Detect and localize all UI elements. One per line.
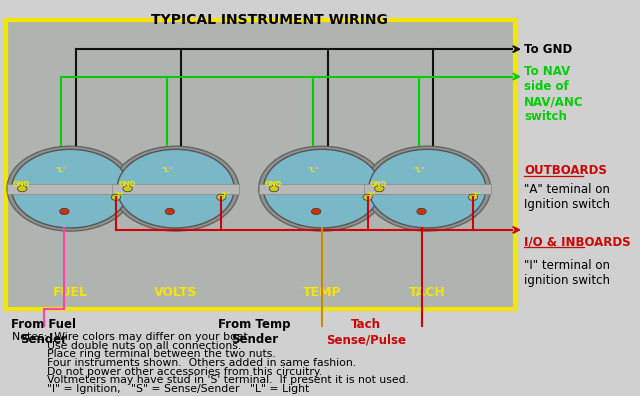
- Text: Do not power other accessories from this circuitry.: Do not power other accessories from this…: [12, 367, 322, 377]
- Text: "I": "I": [366, 192, 376, 198]
- Circle shape: [216, 194, 226, 200]
- Text: "I": "I": [115, 192, 124, 198]
- Text: "I": "I": [220, 192, 230, 198]
- Text: From Fuel
Sender: From Fuel Sender: [12, 318, 76, 346]
- Text: TYPICAL INSTRUMENT WIRING: TYPICAL INSTRUMENT WIRING: [151, 13, 388, 27]
- Text: TACH: TACH: [409, 286, 445, 299]
- Circle shape: [111, 194, 120, 200]
- Circle shape: [269, 185, 278, 192]
- Circle shape: [259, 146, 385, 231]
- Text: Voltmeters may have stud in 'S' terminal.  If present it is not used.: Voltmeters may have stud in 'S' terminal…: [12, 375, 409, 385]
- Circle shape: [60, 208, 69, 215]
- Text: "A" teminal on
Ignition switch: "A" teminal on Ignition switch: [524, 183, 610, 211]
- Circle shape: [264, 149, 381, 228]
- Circle shape: [113, 146, 239, 231]
- Circle shape: [369, 149, 486, 228]
- Circle shape: [17, 185, 27, 192]
- Text: "I": "I": [472, 192, 481, 198]
- Text: I/O & INBOARDS: I/O & INBOARDS: [524, 235, 630, 248]
- Text: "I" = Ignition,   "S" = Sense/Sender   "L" = Light: "I" = Ignition, "S" = Sense/Sender "L" =…: [12, 384, 309, 394]
- Text: "L": "L": [413, 167, 424, 173]
- Circle shape: [364, 146, 491, 231]
- Text: "L": "L": [161, 167, 173, 173]
- Text: OUTBOARDS: OUTBOARDS: [524, 164, 607, 177]
- Bar: [7, 183, 134, 194]
- Text: GND: GND: [13, 181, 30, 187]
- Circle shape: [417, 208, 426, 215]
- Text: GND: GND: [118, 181, 136, 187]
- Text: VOLTS: VOLTS: [154, 286, 197, 299]
- Bar: [259, 183, 385, 194]
- Text: GND: GND: [264, 181, 282, 187]
- Circle shape: [374, 185, 384, 192]
- Circle shape: [165, 208, 175, 215]
- Bar: [6, 20, 515, 308]
- Circle shape: [12, 149, 129, 228]
- Circle shape: [363, 194, 372, 200]
- Text: "L": "L": [56, 167, 67, 173]
- Text: From Temp
Sender: From Temp Sender: [218, 318, 291, 346]
- Text: To NAV
side of
NAV/ANC
switch: To NAV side of NAV/ANC switch: [524, 65, 584, 123]
- Circle shape: [7, 146, 134, 231]
- Bar: [364, 183, 491, 194]
- Text: Four instruments shown.  Others added in same fashion.: Four instruments shown. Others added in …: [12, 358, 356, 368]
- Text: Use double nuts on all connections.: Use double nuts on all connections.: [12, 341, 241, 351]
- Text: Notes:  Wire colors may differ on your boat: Notes: Wire colors may differ on your bo…: [12, 332, 248, 342]
- Text: FUEL: FUEL: [52, 286, 88, 299]
- Text: "I" terminal on
ignition switch: "I" terminal on ignition switch: [524, 259, 610, 287]
- Circle shape: [123, 185, 132, 192]
- Text: Place ring terminal between the two nuts.: Place ring terminal between the two nuts…: [12, 349, 275, 360]
- Circle shape: [468, 194, 477, 200]
- Text: TEMP: TEMP: [303, 286, 341, 299]
- Circle shape: [312, 208, 321, 215]
- Text: "L": "L": [308, 167, 319, 173]
- Circle shape: [117, 149, 234, 228]
- Text: To GND: To GND: [524, 43, 572, 55]
- Text: GND: GND: [370, 181, 387, 187]
- Text: Tach
Sense/Pulse: Tach Sense/Pulse: [326, 318, 406, 346]
- Bar: [113, 183, 239, 194]
